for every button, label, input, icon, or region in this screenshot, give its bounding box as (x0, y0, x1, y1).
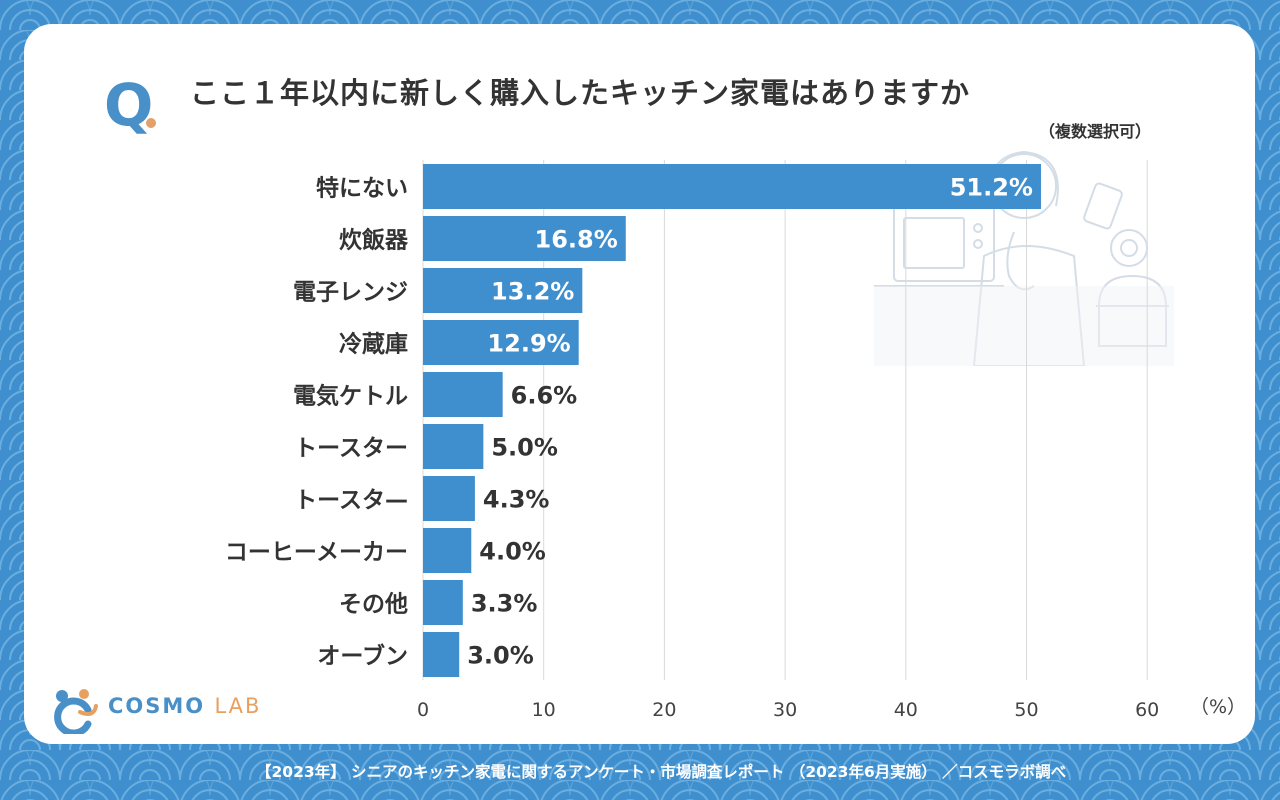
logo-name-main: COSMO (108, 694, 206, 718)
chart-plot: 0 10 20 30 40 50 60 特にない 51.2% 炊飯器 16.8% 電子レンジ 13.2%… (225, 160, 1159, 721)
cosmo-lab-logo: COSMO LAB (50, 684, 259, 734)
value-label: 4.3% (483, 486, 550, 514)
value-label: 6.6% (511, 382, 578, 410)
category-label: その他 (339, 592, 408, 618)
category-label: トースタ— (294, 488, 408, 514)
bar (423, 216, 626, 261)
chart-title: ここ１年以内に新しく購入したキッチン家電はありますか (190, 76, 971, 110)
value-label: 12.9% (487, 330, 570, 358)
category-label: オーブン (317, 643, 408, 670)
x-tick-label: 10 (532, 699, 556, 721)
bar (423, 164, 1041, 209)
category-label: 特にない (316, 176, 408, 202)
value-label: 3.0% (467, 642, 534, 670)
x-tick-label: 0 (417, 699, 429, 721)
bar (423, 476, 475, 521)
bar (423, 632, 460, 677)
value-label: 51.2% (950, 174, 1033, 202)
category-label: 電子レンジ (293, 280, 408, 306)
bar (423, 268, 583, 313)
source-footnote: 【2023年】 シニアのキッチン家電に関するアンケート・市場調査レポート （20… (256, 763, 1067, 781)
value-label: 5.0% (491, 434, 558, 462)
cosmo-lab-logo-icon (54, 689, 98, 734)
x-tick-label: 30 (773, 699, 797, 721)
chart-card: Q ここ１年以内に新しく購入したキッチン家電はありますか （複数選択可） 0 10… (24, 24, 1255, 744)
cosmo-lab-logo-text: COSMO LAB (108, 694, 261, 718)
x-axis-unit-label: （%） (1190, 696, 1247, 718)
category-label: コーヒーメーカー (225, 540, 408, 566)
logo-name-sub: LAB (214, 694, 262, 718)
value-label: 4.0% (479, 538, 546, 566)
value-label: 16.8% (535, 226, 618, 254)
value-label: 3.3% (471, 590, 538, 618)
question-mark-label: Q (104, 71, 154, 139)
category-label: トースター (294, 436, 408, 462)
chart-subtitle: （複数選択可） (1039, 122, 1152, 141)
question-dot-icon (146, 118, 156, 128)
category-label: 冷蔵庫 (339, 331, 408, 358)
x-tick-label: 50 (1014, 699, 1038, 721)
bar (423, 424, 484, 469)
bar (423, 580, 463, 625)
category-label: 電気ケトル (293, 383, 408, 410)
value-label: 13.2% (491, 278, 574, 306)
bar (423, 528, 472, 573)
x-tick-label: 20 (652, 699, 676, 721)
category-label: 炊飯器 (339, 227, 409, 254)
bar (423, 372, 503, 417)
horizontal-bar-chart: 0 10 20 30 40 50 60 特にない 51.2% 炊飯器 16.8% 電子レンジ 13.2%… (24, 24, 1255, 744)
x-tick-label: 60 (1135, 699, 1159, 721)
bar (423, 320, 579, 365)
x-tick-label: 40 (894, 699, 918, 721)
senior-kitchen-illustration (874, 150, 1174, 366)
